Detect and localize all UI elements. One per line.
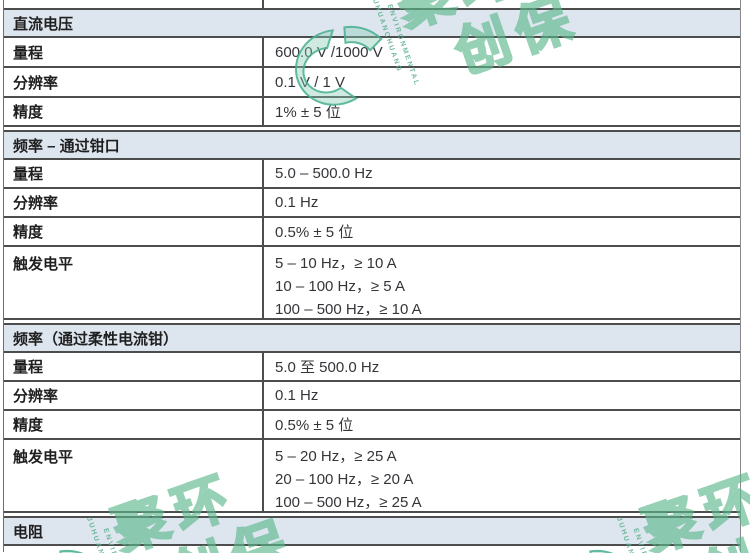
spec-row: 分辨率 0.1 Hz — [4, 189, 740, 218]
spec-row: 精度 0.5% ± 5 位 — [4, 218, 740, 247]
spec-row: 分辨率 0.1 Hz — [4, 382, 740, 411]
section-gap — [4, 513, 740, 518]
spec-value: 5.0 – 500.0 Hz — [275, 165, 373, 182]
spec-label — [4, 0, 264, 8]
spec-value: 1% ± 5 位 — [275, 104, 341, 121]
section-gap — [4, 320, 740, 325]
spec-label: 分辨率 — [4, 382, 264, 409]
spec-label: 分辨率 — [4, 189, 264, 216]
spec-row: 精度 1% ± 5 位 — [4, 98, 740, 127]
section-header-frequency-flexible-clamp: 频率（通过柔性电流钳） — [4, 325, 740, 353]
spec-label: 精度 — [4, 98, 264, 125]
spec-row: 量程 5.0 – 500.0 Hz — [4, 160, 740, 189]
spec-value: 0.5% ± 5 位 — [275, 417, 354, 434]
section-header-resistance: 电阻 — [4, 518, 740, 546]
spec-row: 量程 600.0 V /1000 V — [4, 38, 740, 68]
trigger-line: 5 – 20 Hz，≥ 25 A — [275, 448, 397, 465]
spec-row: 分辨率 0.1 V / 1 V — [4, 68, 740, 98]
spec-value: 5 – 20 Hz，≥ 25 A 20 – 100 Hz，≥ 20 A 100 … — [264, 440, 740, 514]
partial-top-row — [4, 0, 740, 10]
spec-row: 量程 5.0 至 500.0 Hz — [4, 353, 740, 382]
section-header-dc-voltage: 直流电压 — [4, 10, 740, 38]
spec-label: 量程 — [4, 160, 264, 187]
trigger-line: 10 – 100 Hz，≥ 5 A — [275, 278, 405, 295]
spec-label: 精度 — [4, 218, 264, 245]
section-header-frequency-jaw: 频率 – 通过钳口 — [4, 132, 740, 160]
spec-label: 触发电平 — [4, 247, 264, 318]
partial-bottom-row — [4, 546, 740, 552]
spec-row-trigger-level: 触发电平 5 – 10 Hz，≥ 10 A 10 – 100 Hz，≥ 5 A … — [4, 247, 740, 320]
trigger-line: 100 – 500 Hz，≥ 10 A — [275, 301, 422, 318]
spec-value: 600.0 V /1000 V — [275, 43, 383, 61]
spec-label: 量程 — [4, 38, 264, 66]
spec-value: 0.1 Hz — [275, 194, 319, 211]
trigger-line: 20 – 100 Hz，≥ 20 A — [275, 471, 414, 488]
spec-table: 直流电压 量程 600.0 V /1000 V 分辨率 0.1 V / 1 V … — [3, 0, 741, 552]
spec-value: 0.5% ± 5 位 — [275, 224, 354, 241]
spec-value: 5 – 10 Hz，≥ 10 A 10 – 100 Hz，≥ 5 A 100 –… — [264, 247, 740, 321]
spec-label: 精度 — [4, 411, 264, 438]
spec-row-trigger-level: 触发电平 5 – 20 Hz，≥ 25 A 20 – 100 Hz，≥ 20 A… — [4, 440, 740, 513]
section-gap — [4, 127, 740, 132]
spec-label: 量程 — [4, 353, 264, 380]
spec-value: 0.1 Hz — [275, 387, 319, 404]
trigger-line: 100 – 500 Hz，≥ 25 A — [275, 494, 422, 511]
spec-value: 0.1 V / 1 V — [275, 73, 346, 91]
spec-label: 触发电平 — [4, 440, 264, 511]
spec-row: 精度 0.5% ± 5 位 — [4, 411, 740, 440]
trigger-line: 5 – 10 Hz，≥ 10 A — [275, 255, 397, 272]
spec-value: 5.0 至 500.0 Hz — [275, 359, 380, 376]
spec-label: 分辨率 — [4, 68, 264, 96]
spec-value — [264, 0, 740, 8]
